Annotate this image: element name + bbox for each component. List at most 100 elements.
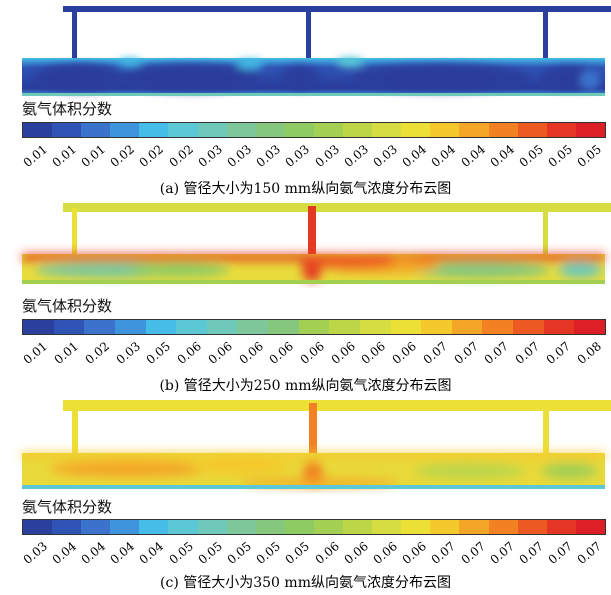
colorbar-cell — [574, 320, 605, 334]
tick-label: 0.07 — [458, 539, 488, 567]
branch-pipe-c1 — [72, 407, 78, 459]
tick-label: 0.04 — [78, 539, 108, 567]
tick-label: 0.04 — [107, 539, 138, 567]
tick-label: 0.01 — [20, 339, 51, 367]
legend-title-b: 氨气体积分数 — [22, 297, 113, 315]
tick-label: 0.06 — [370, 539, 400, 567]
colorbar-cell — [226, 123, 256, 137]
tick-label: 0.04 — [49, 539, 79, 567]
colorbar-cell — [488, 520, 518, 534]
colorbar-cell — [430, 520, 460, 534]
tick-label: 0.06 — [359, 339, 389, 367]
colorbar-cell — [401, 520, 431, 534]
tick-label: 0.06 — [341, 539, 371, 567]
tick-label: 0.06 — [266, 339, 297, 367]
tick-label: 0.04 — [399, 142, 430, 170]
colorbar-cell — [81, 123, 111, 137]
colorbar-cell — [313, 520, 344, 534]
colorbar-cell — [313, 123, 344, 137]
tick-label: 0.05 — [224, 539, 254, 567]
tick-label: 0.07 — [543, 339, 573, 367]
tick-label: 0.01 — [51, 339, 82, 367]
colorbar-c — [22, 519, 606, 535]
tick-label: 0.03 — [195, 142, 225, 170]
contour-plot-b — [22, 203, 611, 284]
colorbar-cell — [197, 123, 227, 137]
tick-label: 0.03 — [370, 142, 400, 170]
colorbar-cell — [284, 520, 314, 534]
tick-label: 0.03 — [282, 142, 313, 170]
branch-pipe-a3 — [543, 9, 548, 61]
colorbar-cell — [372, 123, 402, 137]
legend-title-a: 氨气体积分数 — [22, 100, 113, 118]
tick-label: 0.07 — [574, 539, 605, 567]
colorbar-cell — [110, 520, 140, 534]
branch-pipe-b1 — [72, 208, 77, 258]
tick-label: 0.04 — [458, 142, 488, 170]
tick-labels-c: 0.03 0.04 0.04 0.04 0.04 0.05 0.05 0.05 0.05 0.05… — [20, 539, 606, 567]
tick-label: 0.05 — [166, 539, 196, 567]
colorbar-cell — [451, 320, 483, 334]
colorbar-cell — [390, 320, 422, 334]
branch-pipe-b3 — [543, 208, 548, 258]
colorbar-cell — [23, 123, 53, 137]
colorbar-cell — [84, 320, 115, 334]
colorbar-cell — [459, 123, 489, 137]
tick-label: 0.04 — [136, 539, 167, 567]
colorbar-cell — [343, 123, 373, 137]
colorbar-cell — [139, 123, 169, 137]
colorbar-cell — [168, 520, 198, 534]
header-pipe-b — [63, 203, 611, 212]
colorbar-cell — [546, 520, 576, 534]
tick-label: 0.02 — [82, 339, 112, 367]
tick-label: 0.03 — [20, 539, 50, 567]
colorbar-cell — [459, 520, 489, 534]
colorbar-cell — [401, 123, 431, 137]
tick-label: 0.02 — [107, 142, 138, 170]
colorbar-b — [22, 319, 606, 335]
tick-label: 0.01 — [20, 142, 50, 170]
tick-label: 0.07 — [451, 339, 481, 367]
colorbar-cell — [372, 520, 402, 534]
colorbar-cell — [81, 520, 111, 534]
tick-label: 0.06 — [297, 339, 327, 367]
colorbar-cell — [517, 520, 547, 534]
tick-label: 0.04 — [428, 142, 459, 170]
contour-plot-a — [22, 6, 611, 96]
branch-pipe-b2 — [308, 206, 316, 260]
tick-labels-b: 0.01 0.01 0.02 0.03 0.05 0.06 0.06 0.06 0.06 0.06… — [20, 339, 606, 367]
tick-label: 0.06 — [205, 339, 235, 367]
colorbar-cell — [197, 520, 227, 534]
tick-label: 0.07 — [516, 539, 546, 567]
colorbar-cell — [421, 320, 452, 334]
tick-label: 0.03 — [341, 142, 371, 170]
tick-label: 0.06 — [174, 339, 205, 367]
colorbar-cell — [255, 520, 285, 534]
tick-label: 0.05 — [143, 339, 174, 367]
tick-label: 0.02 — [166, 142, 196, 170]
branch-pipe-c2 — [309, 403, 317, 461]
colorbar-cell — [237, 320, 268, 334]
tick-label: 0.05 — [574, 142, 605, 170]
tick-label: 0.05 — [282, 539, 313, 567]
branch-pipe-c3 — [543, 407, 549, 459]
tick-label: 0.07 — [428, 539, 459, 567]
tick-label: 0.03 — [312, 142, 342, 170]
header-pipe-a — [63, 6, 611, 12]
colorbar-cell — [343, 520, 373, 534]
panel-b: 氨气体积分数 0.01 0.01 0.02 0.03 0.05 0.06 0.06 0.06 0… — [0, 198, 611, 398]
contour-plot-c — [22, 400, 611, 489]
colorbar-cell — [546, 123, 576, 137]
tick-label: 0.02 — [136, 142, 167, 170]
colorbar-a — [22, 122, 606, 138]
colorbar-cell — [23, 520, 53, 534]
colorbar-cell — [329, 320, 360, 334]
colorbar-cell — [298, 320, 330, 334]
tick-label: 0.07 — [545, 539, 576, 567]
header-pipe-c — [63, 400, 611, 411]
tick-label: 0.07 — [487, 539, 517, 567]
tick-label: 0.07 — [481, 339, 512, 367]
tick-label: 0.06 — [328, 339, 358, 367]
tick-label: 0.04 — [487, 142, 517, 170]
colorbar-cell — [52, 520, 82, 534]
